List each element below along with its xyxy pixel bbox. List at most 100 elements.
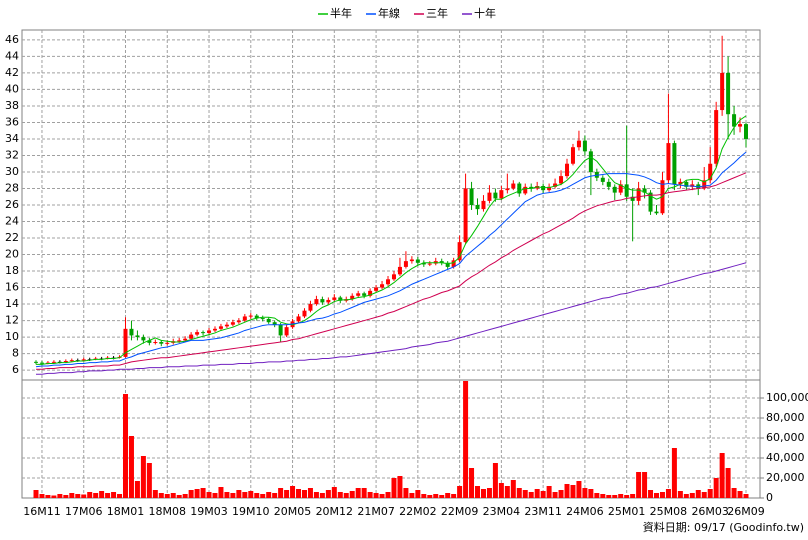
- candle-body: [421, 262, 426, 265]
- volume-bar: [534, 489, 540, 498]
- volume-bar: [224, 492, 230, 498]
- volume-bar: [176, 495, 182, 498]
- volume-bar: [564, 484, 570, 498]
- candle-body: [81, 359, 86, 361]
- volume-bar: [403, 488, 409, 498]
- volume-bar: [236, 490, 242, 498]
- volume-bar: [594, 493, 600, 498]
- candle-body: [744, 124, 748, 139]
- x-tick-label: 23M04: [483, 505, 521, 518]
- volume-bar: [671, 448, 677, 498]
- y-tick-label: 16: [5, 281, 19, 294]
- candle-body: [278, 324, 283, 336]
- candle-body: [165, 342, 170, 344]
- y-tick-label: 32: [5, 148, 19, 161]
- volume-bar: [379, 494, 385, 498]
- candle-body: [451, 260, 456, 267]
- volume-bar: [427, 495, 433, 498]
- volume-bar: [397, 476, 403, 498]
- candle-body: [445, 262, 450, 267]
- volume-bar: [654, 493, 660, 498]
- volume-bar: [200, 488, 206, 498]
- volume-bar: [242, 492, 248, 498]
- volume-bar: [492, 463, 498, 498]
- candle-body: [296, 316, 301, 322]
- volume-bar: [337, 492, 343, 498]
- candle-body: [230, 322, 235, 325]
- y-tick-label: 44: [5, 49, 19, 62]
- volume-bar: [606, 495, 612, 498]
- x-tick-label: 22M09: [441, 505, 479, 518]
- candle-body: [714, 110, 719, 164]
- volume-bar: [385, 492, 391, 498]
- candle-body: [391, 274, 396, 280]
- volume-bar: [510, 480, 516, 498]
- candle-body: [34, 361, 38, 363]
- candle-body: [493, 192, 498, 199]
- volume-bar: [546, 486, 552, 498]
- candle-body: [326, 299, 331, 303]
- volume-bar: [266, 492, 272, 498]
- volume-bar: [164, 494, 170, 498]
- y-tick-label: 12: [5, 314, 19, 327]
- x-tick-label: 18M08: [149, 505, 187, 518]
- candle-body: [481, 200, 486, 210]
- candle-body: [189, 334, 194, 339]
- volume-bar: [445, 493, 451, 498]
- ma-line: [36, 262, 747, 375]
- y-tick-label: 22: [5, 231, 19, 244]
- x-tick-label: 20M12: [316, 505, 354, 518]
- volume-bar: [355, 488, 361, 498]
- volume-bar: [683, 494, 689, 498]
- y-tick-label: 14: [5, 297, 19, 310]
- volume-bar: [212, 493, 218, 498]
- x-tick-label: 25M01: [608, 505, 646, 518]
- candle-body: [559, 176, 564, 184]
- volume-bar: [230, 493, 236, 498]
- candle-body: [368, 290, 373, 296]
- candle-body: [505, 188, 510, 191]
- candle-body: [314, 299, 319, 305]
- candle-body: [69, 360, 74, 362]
- candle-body: [195, 332, 200, 335]
- volume-bar: [290, 486, 296, 498]
- candle-body: [529, 186, 534, 189]
- candle-body: [588, 151, 593, 172]
- candle-body: [207, 330, 212, 333]
- candle-body: [266, 318, 271, 323]
- candle-body: [427, 263, 432, 265]
- candle-body: [248, 315, 253, 317]
- volume-bar: [206, 492, 212, 498]
- candle-body: [386, 279, 391, 285]
- volume-bar: [439, 495, 445, 498]
- volume-bar: [421, 494, 427, 498]
- volume-bar: [451, 494, 457, 498]
- volume-bar: [719, 453, 725, 498]
- candle-body: [380, 284, 385, 288]
- volume-bar: [415, 490, 421, 498]
- candle-body: [308, 304, 313, 311]
- candle-body: [517, 183, 522, 194]
- y-tick-label: 38: [5, 99, 19, 112]
- volume-frame: [21, 379, 761, 499]
- volume-bar: [457, 486, 463, 498]
- candle-body: [463, 188, 468, 243]
- y-tick-label: 0: [766, 491, 773, 504]
- volume-bar: [373, 493, 379, 498]
- candle-body: [738, 124, 743, 127]
- candle-body: [302, 310, 307, 317]
- candle-body: [236, 320, 241, 323]
- volume-bar: [498, 483, 504, 498]
- volume-bar: [689, 493, 695, 498]
- candle-body: [684, 181, 689, 187]
- candle-body: [511, 183, 516, 189]
- candle-body: [135, 335, 140, 338]
- volume-bar: [731, 488, 737, 498]
- candle-body: [708, 163, 713, 181]
- volume-bar: [618, 494, 624, 498]
- ma-line: [36, 172, 747, 370]
- candle-body: [332, 297, 337, 300]
- volume-bar: [51, 495, 57, 498]
- x-tick-label: 22M02: [399, 505, 437, 518]
